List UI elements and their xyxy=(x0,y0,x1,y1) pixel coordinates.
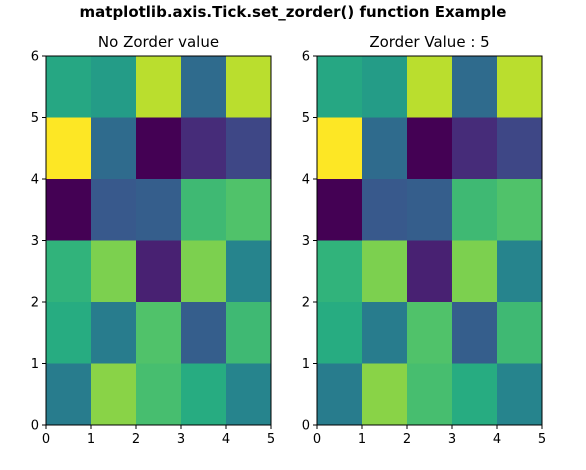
heatmap-cell xyxy=(407,179,453,241)
heatmap-cell xyxy=(46,117,92,180)
heatmap-cell xyxy=(136,179,182,241)
heatmap-cell xyxy=(497,56,543,118)
heatmap-cell xyxy=(362,179,408,241)
heatmap-cell xyxy=(91,240,137,303)
y-tick-label: 6 xyxy=(302,50,310,65)
heatmap-cell xyxy=(317,179,363,241)
heatmap-cell xyxy=(317,56,363,118)
heatmap-cell xyxy=(46,302,92,364)
y-tick-label: 0 xyxy=(302,419,310,434)
heatmap-cell xyxy=(181,56,227,118)
heatmap-cell xyxy=(136,363,182,426)
x-tick-label: 0 xyxy=(313,432,321,447)
y-tick-label: 2 xyxy=(302,296,310,311)
axes-title: No Zorder value xyxy=(98,33,219,51)
heatmap-cell xyxy=(226,179,272,241)
heatmap-cell xyxy=(317,117,363,180)
heatmap-cell xyxy=(497,240,543,303)
y-tick-label: 2 xyxy=(31,296,39,311)
heatmap-cell xyxy=(362,302,408,364)
heatmap-cell xyxy=(91,56,137,118)
heatmap-cell xyxy=(226,302,272,364)
heatmap-cell xyxy=(226,117,272,180)
axes-1: No Zorder value 0 1 2 3 4 5 0 1 2 3 4 5 6 xyxy=(31,33,275,447)
x-tick-label: 2 xyxy=(403,432,411,447)
heatmap-cell xyxy=(452,56,498,118)
heatmap-cell xyxy=(452,117,498,180)
y-tick-label: 6 xyxy=(31,50,39,65)
y-tick-label: 5 xyxy=(31,111,39,126)
x-tick-label: 2 xyxy=(132,432,140,447)
heatmap-cell xyxy=(226,56,272,118)
heatmap-cell xyxy=(46,179,92,241)
heatmap-cell xyxy=(452,179,498,241)
heatmap-cell xyxy=(91,117,137,180)
heatmap-cell xyxy=(226,363,272,426)
heatmap-cell xyxy=(452,363,498,426)
heatmap-cell xyxy=(497,302,543,364)
heatmap-cell xyxy=(91,363,137,426)
heatmap-cell xyxy=(497,363,543,426)
x-tick-label: 4 xyxy=(222,432,230,447)
heatmap-cell xyxy=(46,363,92,426)
heatmap-cell xyxy=(407,240,453,303)
heatmap-cell xyxy=(226,240,272,303)
y-tick-label: 4 xyxy=(302,173,310,188)
y-tick-label: 0 xyxy=(31,419,39,434)
x-tick-label: 4 xyxy=(493,432,501,447)
y-tick-label: 1 xyxy=(302,357,310,372)
heatmap-cell xyxy=(181,302,227,364)
heatmap-cell xyxy=(317,302,363,364)
x-tick-label: 5 xyxy=(267,432,275,447)
heatmap-cell xyxy=(46,56,92,118)
heatmap-cell xyxy=(362,240,408,303)
heatmap-cell xyxy=(136,302,182,364)
heatmap-cell xyxy=(91,179,137,241)
x-tick-label: 5 xyxy=(538,432,546,447)
heatmap-cell xyxy=(136,56,182,118)
x-tick-label: 3 xyxy=(177,432,185,447)
heatmap-cell xyxy=(317,363,363,426)
heatmap-cell xyxy=(362,117,408,180)
heatmap-cell xyxy=(46,240,92,303)
heatmap-cell xyxy=(497,179,543,241)
heatmap-cell xyxy=(181,117,227,180)
heatmap-cell xyxy=(181,363,227,426)
heatmap-cell xyxy=(181,240,227,303)
axes-2: Zorder Value : 5 0 1 2 3 4 5 0 1 2 3 4 5 6 xyxy=(302,33,546,447)
y-tick-label: 3 xyxy=(31,234,39,249)
y-tick-label: 1 xyxy=(31,357,39,372)
heatmap-cell xyxy=(452,240,498,303)
x-tick-label: 1 xyxy=(358,432,366,447)
heatmap-cell xyxy=(497,117,543,180)
heatmap-cell xyxy=(91,302,137,364)
y-tick-label: 4 xyxy=(31,173,39,188)
heatmap-cell xyxy=(407,363,453,426)
y-tick-label: 3 xyxy=(302,234,310,249)
heatmap-cell xyxy=(407,302,453,364)
figure-suptitle: matplotlib.axis.Tick.set_zorder() functi… xyxy=(79,3,507,21)
x-tick-label: 0 xyxy=(42,432,50,447)
heatmap-cell xyxy=(136,240,182,303)
y-tick-label: 5 xyxy=(302,111,310,126)
heatmap-cell xyxy=(317,240,363,303)
x-tick-label: 1 xyxy=(87,432,95,447)
x-tick-label: 3 xyxy=(448,432,456,447)
heatmap-cell xyxy=(362,56,408,118)
heatmap-cell xyxy=(181,179,227,241)
heatmap-cell xyxy=(407,56,453,118)
heatmap-cell xyxy=(362,363,408,426)
heatmap-cell xyxy=(407,117,453,180)
heatmap-cell xyxy=(136,117,182,180)
axes-title: Zorder Value : 5 xyxy=(369,33,489,51)
heatmap-cell xyxy=(452,302,498,364)
